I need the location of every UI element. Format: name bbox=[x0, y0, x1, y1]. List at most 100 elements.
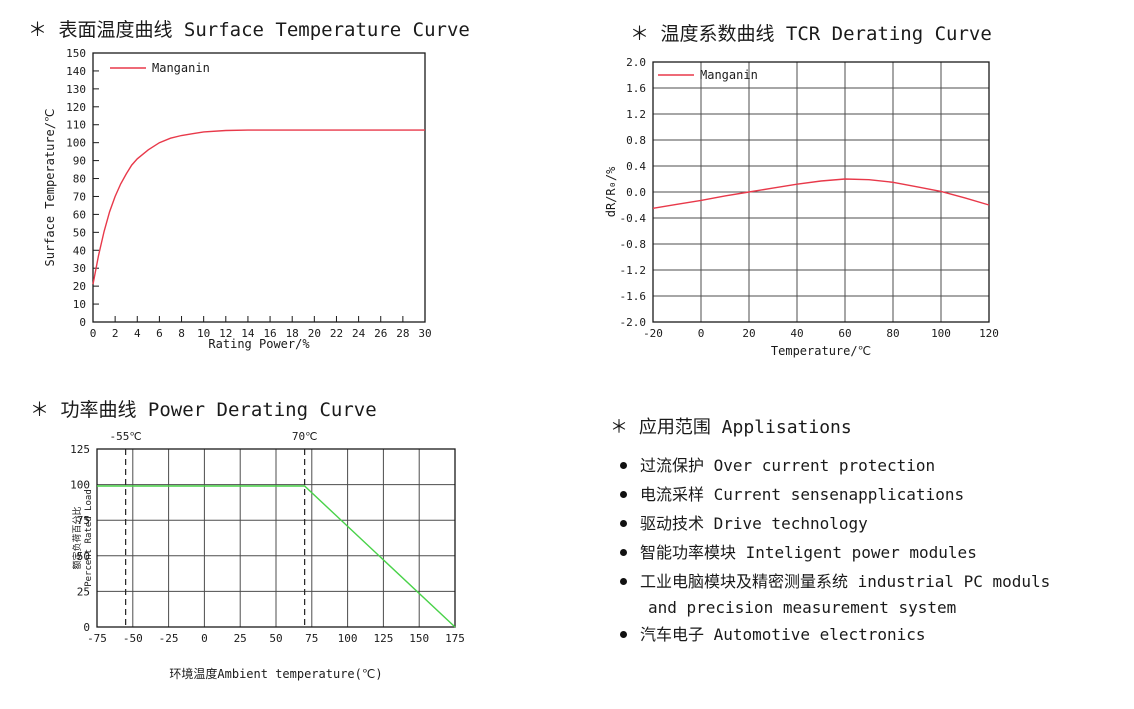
svg-text:Rating Power/%: Rating Power/% bbox=[208, 337, 310, 351]
svg-text:100: 100 bbox=[66, 137, 86, 150]
svg-text:环境温度Ambient temperature(℃): 环境温度Ambient temperature(℃) bbox=[169, 666, 382, 681]
application-item-text: 驱动技术 Drive technology bbox=[640, 514, 868, 533]
svg-text:0: 0 bbox=[698, 327, 705, 340]
bullet-icon bbox=[620, 462, 627, 469]
svg-text:12: 12 bbox=[219, 327, 232, 340]
application-item: 汽车电子 Automotive electronics bbox=[610, 620, 1134, 649]
svg-text:60: 60 bbox=[73, 208, 86, 221]
svg-text:-0.8: -0.8 bbox=[620, 238, 647, 251]
svg-text:28: 28 bbox=[396, 327, 409, 340]
bullet-icon bbox=[620, 520, 627, 527]
svg-text:Surface Temperature/℃: Surface Temperature/℃ bbox=[43, 109, 57, 267]
svg-text:20: 20 bbox=[742, 327, 755, 340]
svg-text:100: 100 bbox=[931, 327, 951, 340]
svg-text:0: 0 bbox=[83, 621, 90, 634]
svg-text:150: 150 bbox=[66, 47, 86, 60]
svg-text:25: 25 bbox=[234, 632, 247, 645]
application-item: 电流采样 Current sensenapplications bbox=[610, 480, 1134, 509]
svg-text:140: 140 bbox=[66, 65, 86, 78]
svg-text:10: 10 bbox=[197, 327, 210, 340]
svg-text:150: 150 bbox=[409, 632, 429, 645]
svg-text:6: 6 bbox=[156, 327, 163, 340]
bullet-icon bbox=[620, 578, 627, 585]
svg-text:24: 24 bbox=[352, 327, 366, 340]
svg-text:14: 14 bbox=[241, 327, 255, 340]
svg-text:10: 10 bbox=[73, 298, 86, 311]
svg-text:-55℃: -55℃ bbox=[110, 430, 142, 443]
svg-text:25: 25 bbox=[77, 585, 90, 598]
svg-text:90: 90 bbox=[73, 155, 86, 168]
svg-text:50: 50 bbox=[77, 550, 90, 563]
svg-text:-75: -75 bbox=[87, 632, 107, 645]
svg-text:70: 70 bbox=[73, 190, 86, 203]
svg-text:0: 0 bbox=[79, 316, 86, 329]
svg-text:8: 8 bbox=[178, 327, 185, 340]
bullet-icon bbox=[620, 549, 627, 556]
surface-temperature-chart: 0 2 4 6 8 10 12 14 16 18 20 22 24 26 28 300102030405060… bbox=[43, 47, 432, 351]
svg-text:16: 16 bbox=[263, 327, 276, 340]
svg-text:0: 0 bbox=[201, 632, 208, 645]
tcr-derating-chart: -20 0 20 40 60 80 100 120 -2.0 -1.6 -1.2 -0.8 -0.4 0.… bbox=[604, 56, 999, 358]
application-item-text-line2: and precision measurement system bbox=[648, 598, 957, 617]
svg-text:22: 22 bbox=[330, 327, 343, 340]
svg-text:40: 40 bbox=[73, 244, 86, 257]
svg-text:26: 26 bbox=[374, 327, 387, 340]
svg-text:20: 20 bbox=[73, 280, 86, 293]
surface-temperature-title: ＊ 表面温度曲线 Surface Temperature Curve bbox=[28, 19, 470, 41]
svg-text:-0.4: -0.4 bbox=[620, 212, 647, 225]
svg-text:100: 100 bbox=[338, 632, 358, 645]
svg-text:1.6: 1.6 bbox=[626, 82, 646, 95]
svg-text:60: 60 bbox=[838, 327, 851, 340]
svg-text:Percent Rated Load: Percent Rated Load bbox=[84, 489, 94, 587]
svg-text:2.0: 2.0 bbox=[626, 56, 646, 69]
applications-section: ＊ 应用范围 Applisations 过流保护 Over current pr… bbox=[610, 413, 1134, 649]
svg-text:30: 30 bbox=[73, 262, 86, 275]
power-derating-chart: -75 -50 -25 0 25 50 75 100 125 150 175 0 25 50 75 100 12… bbox=[70, 430, 465, 681]
svg-text:70℃: 70℃ bbox=[292, 430, 318, 443]
svg-text:80: 80 bbox=[73, 173, 86, 186]
application-item-text: 智能功率模块 Inteligent power modules bbox=[640, 543, 977, 562]
bullet-icon bbox=[620, 631, 627, 638]
svg-text:额定负荷百分比: 额定负荷百分比 bbox=[71, 506, 83, 569]
svg-text:175: 175 bbox=[445, 632, 465, 645]
svg-text:0.8: 0.8 bbox=[626, 134, 646, 147]
svg-text:50: 50 bbox=[73, 226, 86, 239]
svg-text:125: 125 bbox=[373, 632, 393, 645]
svg-text:75: 75 bbox=[305, 632, 318, 645]
power-derating-title: ＊ 功率曲线 Power Derating Curve bbox=[30, 399, 377, 421]
svg-text:dR/R₀/%: dR/R₀/% bbox=[604, 166, 618, 217]
svg-text:125: 125 bbox=[70, 443, 90, 456]
application-item: 驱动技术 Drive technology bbox=[610, 509, 1134, 538]
svg-text:75: 75 bbox=[77, 514, 90, 527]
application-item: 智能功率模块 Inteligent power modules bbox=[610, 538, 1134, 567]
svg-text:110: 110 bbox=[66, 119, 86, 132]
svg-text:80: 80 bbox=[886, 327, 899, 340]
application-item-text: 过流保护 Over current protection bbox=[640, 456, 936, 475]
svg-text:30: 30 bbox=[418, 327, 431, 340]
svg-text:Manganin: Manganin bbox=[700, 68, 758, 82]
svg-text:Temperature/℃: Temperature/℃ bbox=[771, 344, 871, 358]
svg-text:-2.0: -2.0 bbox=[620, 316, 647, 329]
svg-text:1.2: 1.2 bbox=[626, 108, 646, 121]
applications-title: ＊ 应用范围 Applisations bbox=[610, 417, 852, 438]
application-item: 过流保护 Over current protection bbox=[610, 451, 1134, 480]
bullet-icon bbox=[620, 491, 627, 498]
application-item-text: 汽车电子 Automotive electronics bbox=[640, 625, 926, 644]
svg-text:-20: -20 bbox=[643, 327, 663, 340]
svg-text:-25: -25 bbox=[159, 632, 179, 645]
svg-text:4: 4 bbox=[134, 327, 141, 340]
svg-text:20: 20 bbox=[308, 327, 321, 340]
svg-text:100: 100 bbox=[70, 479, 90, 492]
svg-text:-1.2: -1.2 bbox=[620, 264, 647, 277]
svg-text:2: 2 bbox=[112, 327, 119, 340]
svg-text:0: 0 bbox=[90, 327, 97, 340]
svg-text:0.4: 0.4 bbox=[626, 160, 646, 173]
svg-text:50: 50 bbox=[269, 632, 282, 645]
svg-text:-50: -50 bbox=[123, 632, 143, 645]
svg-text:Manganin: Manganin bbox=[152, 61, 210, 75]
svg-text:130: 130 bbox=[66, 83, 86, 96]
application-item-text: 电流采样 Current sensenapplications bbox=[640, 485, 965, 504]
svg-text:0.0: 0.0 bbox=[626, 186, 646, 199]
svg-text:120: 120 bbox=[66, 101, 86, 114]
applications-list: 过流保护 Over current protection 电流采样 Curren… bbox=[610, 451, 1134, 649]
